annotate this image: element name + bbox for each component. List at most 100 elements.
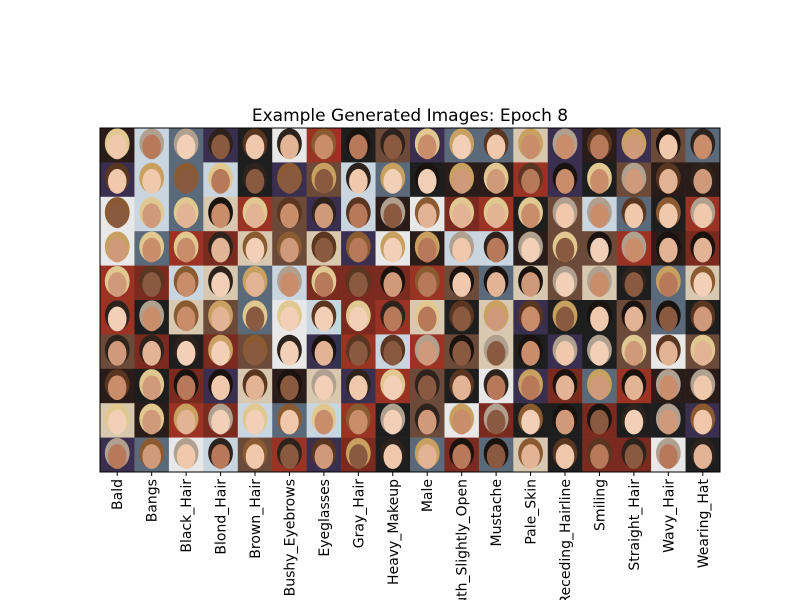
face [314, 168, 334, 194]
face [176, 272, 196, 297]
face [107, 134, 127, 160]
face [555, 444, 575, 469]
x-tick-label: Smiling [592, 479, 608, 531]
face [417, 340, 437, 366]
face [314, 444, 334, 469]
face [624, 203, 644, 229]
chart-title: Example Generated Images: Epoch 8 [252, 106, 568, 126]
face [314, 203, 334, 229]
face [452, 134, 471, 160]
face [349, 375, 368, 401]
x-tick-label: Mustache [489, 479, 505, 547]
face [486, 237, 506, 263]
face [211, 306, 230, 332]
face [452, 409, 471, 435]
face [245, 375, 265, 401]
face [486, 168, 506, 194]
face [417, 409, 437, 435]
face [383, 340, 403, 366]
face [383, 306, 403, 332]
face [383, 168, 403, 194]
x-tick-label: Bald [110, 479, 126, 510]
face [417, 237, 437, 263]
face [659, 203, 678, 229]
face [349, 272, 368, 297]
x-tick-label: Heavy_Makeup [386, 479, 402, 585]
face [245, 444, 265, 469]
image-grid [100, 128, 721, 473]
face [555, 237, 575, 263]
axes-frame [99, 127, 721, 473]
face [280, 444, 299, 469]
face [555, 134, 575, 160]
face [659, 237, 678, 263]
face [245, 272, 265, 297]
face [521, 444, 540, 469]
face [624, 237, 644, 263]
face [659, 375, 678, 401]
face [349, 168, 368, 194]
face [142, 444, 161, 469]
face [176, 340, 196, 366]
face [349, 237, 368, 263]
face [452, 237, 471, 263]
face [590, 444, 609, 469]
face [107, 306, 127, 332]
face [521, 272, 540, 297]
face [383, 375, 403, 401]
face [624, 340, 644, 366]
face [452, 272, 471, 297]
x-tick-label: Blond_Hair [214, 479, 230, 555]
face [521, 134, 540, 160]
face [314, 340, 334, 366]
face [659, 444, 678, 469]
face [176, 237, 196, 263]
x-tick-label: Brown_Hair [248, 479, 264, 559]
x-tick-label: Mouth_Slightly_Open [455, 479, 471, 600]
face [176, 203, 196, 229]
face [555, 306, 575, 332]
face [383, 272, 403, 297]
face [280, 237, 299, 263]
face [659, 272, 678, 297]
face [417, 306, 437, 332]
face [521, 375, 540, 401]
face [176, 444, 196, 469]
face [142, 168, 161, 194]
face [693, 237, 713, 263]
face [280, 203, 299, 229]
face [383, 409, 403, 435]
face [142, 134, 161, 160]
face [280, 134, 299, 160]
face [383, 444, 403, 469]
face [349, 340, 368, 366]
face [107, 272, 127, 297]
face [383, 203, 403, 229]
face [659, 134, 678, 160]
face [107, 409, 127, 435]
face [624, 375, 644, 401]
face [107, 444, 127, 469]
face [314, 409, 334, 435]
face [486, 134, 506, 160]
face [314, 375, 334, 401]
face [280, 168, 299, 194]
face [521, 409, 540, 435]
face [107, 340, 127, 366]
face [280, 272, 299, 297]
face [107, 203, 127, 229]
face [349, 306, 368, 332]
face [452, 375, 471, 401]
face [142, 203, 161, 229]
face [176, 375, 196, 401]
face [176, 409, 196, 435]
face [417, 134, 437, 160]
face [486, 340, 506, 366]
face [624, 272, 644, 297]
x-tick-label: Bangs [145, 479, 161, 522]
face [142, 340, 161, 366]
face [693, 340, 713, 366]
x-tick-label: Receding_Hairline [558, 479, 574, 600]
face [590, 340, 609, 366]
face [452, 203, 471, 229]
